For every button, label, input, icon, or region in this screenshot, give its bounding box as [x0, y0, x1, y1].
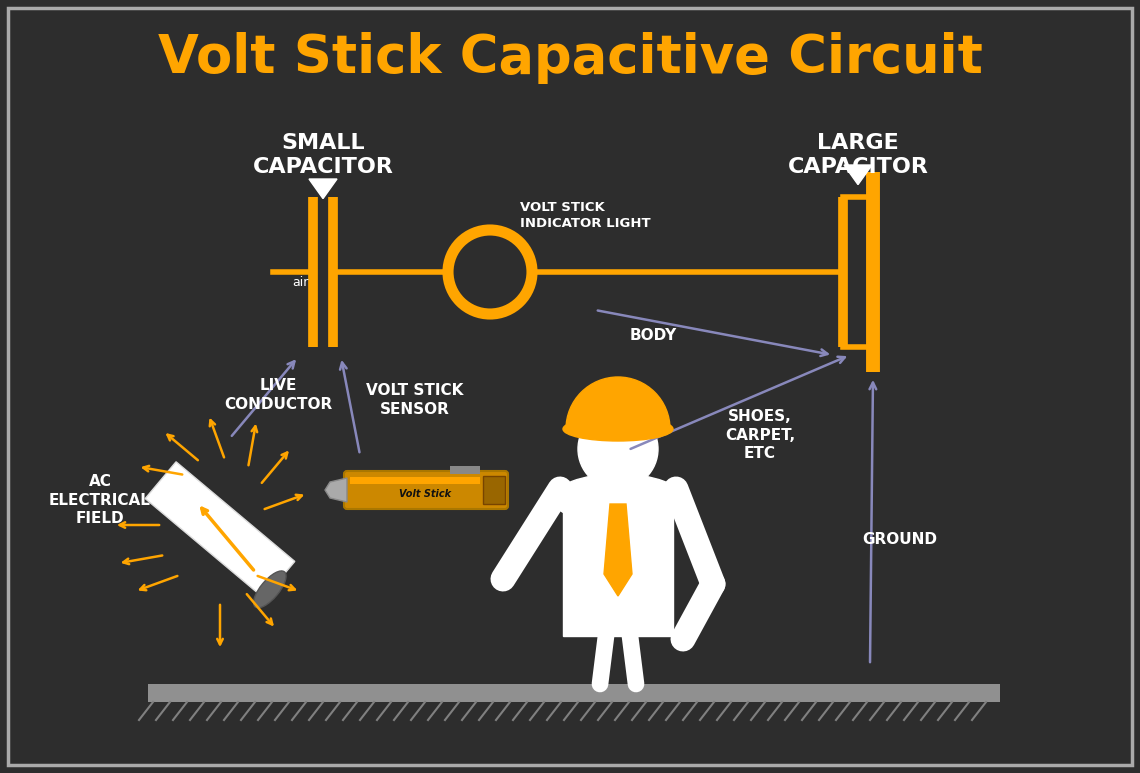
Ellipse shape — [253, 571, 286, 608]
Polygon shape — [604, 504, 632, 596]
Polygon shape — [563, 499, 673, 636]
Ellipse shape — [553, 474, 683, 524]
Text: GROUND: GROUND — [863, 533, 937, 547]
FancyBboxPatch shape — [483, 476, 505, 504]
Polygon shape — [325, 478, 347, 502]
FancyBboxPatch shape — [148, 684, 1000, 702]
Text: BODY: BODY — [630, 328, 677, 342]
Text: SMALL
CAPACITOR: SMALL CAPACITOR — [253, 134, 393, 176]
Text: VOLT STICK
SENSOR: VOLT STICK SENSOR — [366, 383, 464, 417]
Text: LARGE
CAPACITOR: LARGE CAPACITOR — [788, 134, 928, 176]
Circle shape — [578, 409, 658, 489]
Polygon shape — [309, 179, 337, 199]
Ellipse shape — [563, 417, 673, 441]
FancyBboxPatch shape — [350, 477, 480, 484]
Text: air: air — [293, 276, 309, 289]
FancyBboxPatch shape — [344, 471, 508, 509]
Polygon shape — [844, 165, 872, 185]
Polygon shape — [145, 461, 295, 598]
Text: Volt Stick Capacitive Circuit: Volt Stick Capacitive Circuit — [157, 32, 983, 84]
Text: VOLT STICK
INDICATOR LIGHT: VOLT STICK INDICATOR LIGHT — [520, 200, 651, 230]
Text: LIVE
CONDUCTOR: LIVE CONDUCTOR — [223, 378, 332, 412]
FancyBboxPatch shape — [450, 466, 480, 474]
Text: AC
ELECTRICAL
FIELD: AC ELECTRICAL FIELD — [49, 474, 150, 526]
Text: SHOES,
CARPET,
ETC: SHOES, CARPET, ETC — [725, 409, 795, 461]
Text: Volt Stick: Volt Stick — [399, 489, 451, 499]
Wedge shape — [565, 377, 670, 429]
